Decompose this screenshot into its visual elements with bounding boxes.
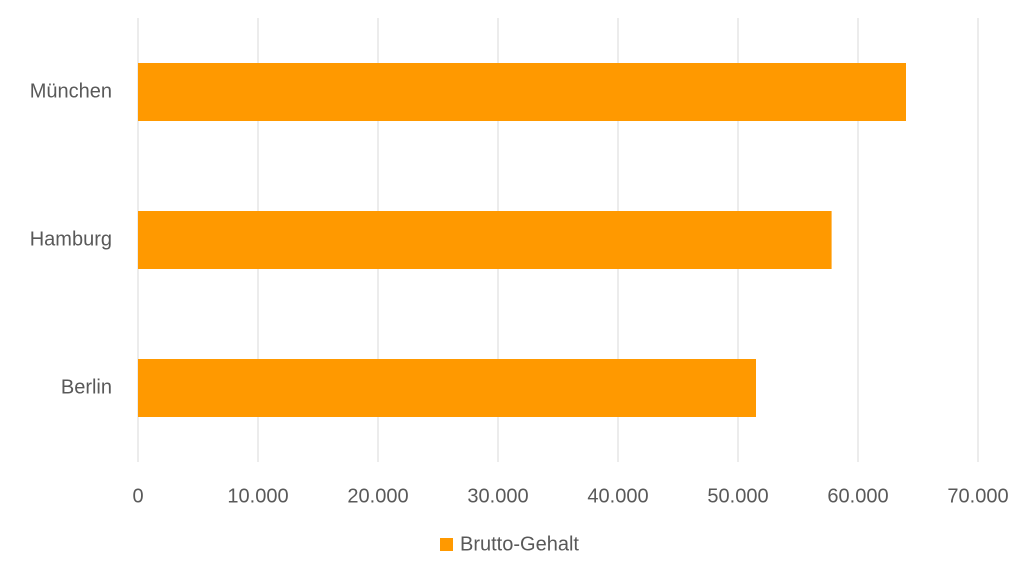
bar bbox=[138, 211, 832, 269]
x-tick-label: 10.000 bbox=[227, 485, 288, 507]
x-tick-label: 60.000 bbox=[827, 485, 888, 507]
x-tick-label: 70.000 bbox=[947, 485, 1008, 507]
y-tick-label: Hamburg bbox=[30, 228, 112, 250]
y-tick-label: München bbox=[30, 80, 112, 102]
x-tick-label: 0 bbox=[132, 485, 143, 507]
x-tick-label: 50.000 bbox=[707, 485, 768, 507]
x-tick-label: 20.000 bbox=[347, 485, 408, 507]
legend-label: Brutto-Gehalt bbox=[460, 533, 579, 555]
legend-swatch bbox=[440, 538, 453, 551]
bar bbox=[138, 359, 756, 417]
bar bbox=[138, 63, 906, 121]
x-tick-label: 30.000 bbox=[467, 485, 528, 507]
y-tick-label: Berlin bbox=[61, 376, 112, 398]
x-tick-label: 40.000 bbox=[587, 485, 648, 507]
